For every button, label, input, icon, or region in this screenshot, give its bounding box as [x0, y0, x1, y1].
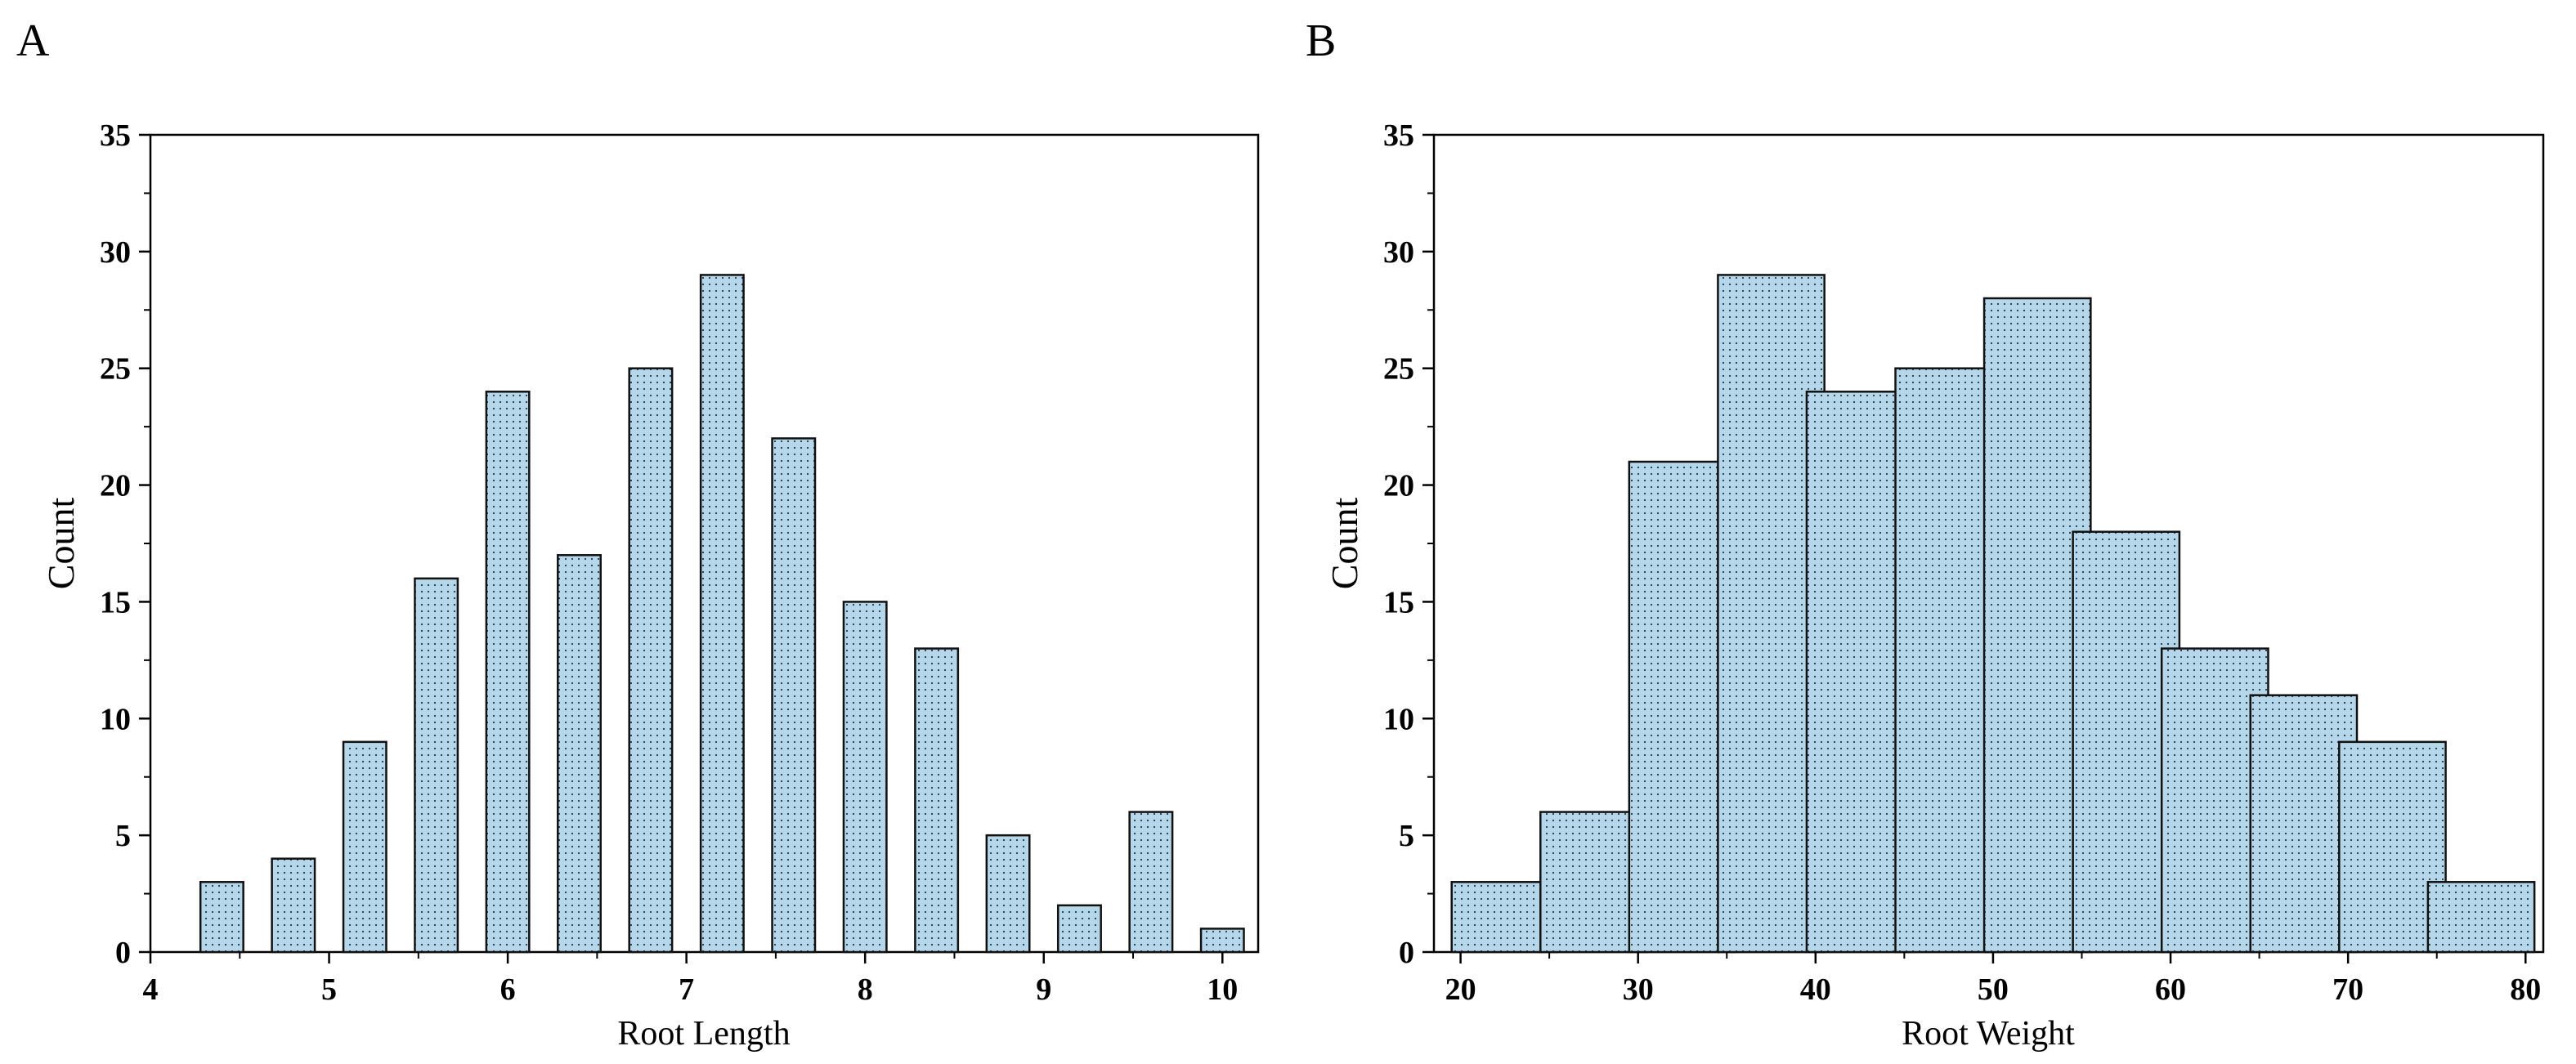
x-tick-label: 40: [1800, 972, 1831, 1007]
panel-label-a: A: [16, 16, 50, 66]
x-tick-label: 4: [143, 972, 159, 1007]
y-tick-label: 20: [100, 469, 131, 503]
panel-a: A 0 5 10 15 20 25 30 35 4 5 6 7 8 9 10 Root Length Cou…: [16, 16, 1260, 1053]
x-tick-label: 5: [321, 972, 337, 1007]
y-tick-label: 25: [1383, 352, 1414, 387]
bars-b: [1450, 274, 2536, 954]
bar: [628, 367, 674, 954]
bar: [699, 274, 745, 954]
y-tick-label: 15: [1383, 585, 1414, 619]
bar: [985, 834, 1031, 954]
bar: [842, 601, 888, 954]
x-axis-label-b: Root Weight: [1902, 1015, 2075, 1053]
bar: [2338, 740, 2447, 954]
bar: [485, 391, 531, 954]
x-tick-label: 20: [1445, 972, 1476, 1007]
y-tick-label: 10: [1383, 702, 1414, 736]
y-tick-label: 30: [1383, 235, 1414, 270]
bar: [271, 857, 316, 954]
x-tick-label: 60: [2155, 972, 2186, 1007]
bar: [414, 577, 459, 954]
y-tick-label: 30: [100, 235, 131, 270]
x-tick-label: 50: [1978, 972, 2009, 1007]
x-tick-label: 70: [2332, 972, 2363, 1007]
bar: [199, 881, 244, 954]
bar: [557, 554, 602, 954]
bar: [914, 647, 960, 954]
x-tick-label: 8: [858, 972, 873, 1007]
y-tick-label: 15: [100, 585, 131, 619]
bar: [1199, 928, 1245, 954]
x-tick-label: 10: [1207, 972, 1238, 1007]
ticks-a: 0 5 10 15 20 25 30 35 4 5 6 7 8 9 10: [100, 118, 1238, 1007]
bar: [1128, 811, 1174, 954]
ticks-b: 0 5 10 15 20 25 30 35 20 30 40 50 60 70 80: [1383, 118, 2541, 1007]
y-axis-label-b: Count: [1324, 498, 1365, 590]
bars-a: [199, 274, 1245, 954]
bar: [342, 740, 388, 954]
y-tick-label: 0: [1399, 936, 1414, 970]
panel-label-b: B: [1306, 16, 1336, 66]
bar: [771, 437, 817, 954]
y-tick-label: 35: [1383, 118, 1414, 153]
bar: [2426, 881, 2536, 954]
y-tick-label: 25: [100, 352, 131, 387]
y-tick-label: 5: [1399, 819, 1414, 853]
x-tick-label: 30: [1623, 972, 1654, 1007]
y-tick-label: 5: [115, 819, 131, 853]
y-tick-label: 20: [1383, 469, 1414, 503]
x-tick-label: 80: [2510, 972, 2541, 1007]
y-axis-label-a: Count: [40, 498, 82, 590]
bar: [1056, 904, 1102, 954]
x-axis-label-a: Root Length: [617, 1015, 790, 1053]
panel-b: B 0 5 10 15 20 25 30 35 20 30 40 50 60 70 80 Root Weig…: [1306, 16, 2545, 1053]
x-tick-label: 6: [500, 972, 516, 1007]
y-tick-label: 0: [115, 936, 131, 970]
y-tick-label: 35: [100, 118, 131, 153]
y-tick-label: 10: [100, 702, 131, 736]
x-tick-label: 9: [1036, 972, 1051, 1007]
x-tick-label: 7: [679, 972, 694, 1007]
